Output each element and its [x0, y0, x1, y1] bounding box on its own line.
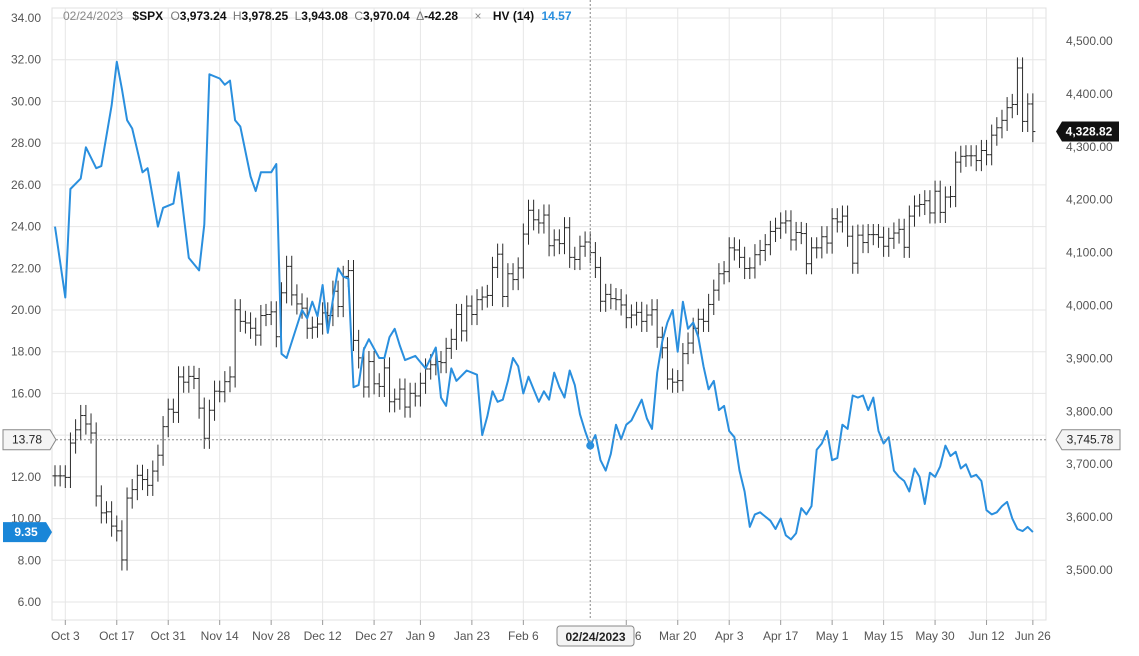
x-axis-tick: Nov 14	[201, 629, 239, 643]
legend-high-key: H	[232, 9, 242, 23]
legend-change: -42.28	[424, 9, 459, 23]
right-axis-tick: 4,100.00	[1066, 246, 1113, 260]
x-axis-tick: Apr 17	[763, 629, 799, 643]
legend-symbol: $SPX	[132, 9, 164, 23]
left-axis-tick: 6.00	[18, 595, 42, 609]
left-axis-tick: 8.00	[18, 553, 42, 567]
right-axis-tick: 4,000.00	[1066, 299, 1113, 313]
right-axis-tick: 4,300.00	[1066, 140, 1113, 154]
legend-close-key: C	[354, 9, 363, 23]
right-axis-tick: 4,400.00	[1066, 87, 1113, 101]
x-axis-tick: Feb 6	[508, 629, 539, 643]
remove-study-icon[interactable]: ×	[474, 9, 482, 23]
left-axis-tick: 16.00	[11, 386, 41, 400]
x-axis-tick: May 30	[915, 629, 955, 643]
legend-high: 3,978.25	[241, 9, 289, 23]
last-hv-label: 9.35	[14, 525, 38, 539]
crosshair-left-tag	[2, 429, 57, 451]
last-hv-tag	[3, 522, 52, 543]
right-axis-tick: 3,700.00	[1066, 457, 1113, 471]
chart-legend: 02/24/2023 $SPX O3,973.24 H3,978.25 L3,9…	[63, 9, 572, 23]
left-axis-tick: 10.00	[11, 512, 41, 526]
last-price-tag	[1056, 121, 1119, 142]
x-axis-tick: Oct 31	[151, 629, 187, 643]
legend-hv-value: 14.57	[541, 9, 572, 23]
x-axis-tick: Oct 3	[51, 629, 80, 643]
right-axis-tick: 3,500.00	[1066, 563, 1113, 577]
right-axis-tick: 4,200.00	[1066, 193, 1113, 207]
legend-date: 02/24/2023	[63, 9, 124, 23]
x-axis-tick: Dec 12	[304, 629, 342, 643]
right-axis-tick: 3,800.00	[1066, 404, 1113, 418]
x-axis-tick: Oct 17	[99, 629, 135, 643]
last-price-label: 4,328.82	[1066, 125, 1113, 139]
left-axis-tick: 30.00	[11, 94, 41, 108]
x-axis-tick: Jan 9	[406, 629, 436, 643]
hv-series-line	[54, 60, 1034, 541]
left-axis-tick: 26.00	[11, 178, 41, 192]
left-axis-tick: 34.00	[11, 11, 41, 25]
x-axis-tick: Nov 28	[252, 629, 290, 643]
x-axis-tick: Jun 26	[1015, 629, 1051, 643]
left-axis-tick: 32.00	[11, 53, 41, 67]
x-axis-tick: Jun 12	[969, 629, 1005, 643]
crosshair-left-label: 13.78	[12, 433, 42, 447]
legend-low-key: L	[294, 9, 302, 23]
left-axis-tick: 22.00	[11, 261, 41, 275]
x-axis-tick: Apr 3	[715, 629, 744, 643]
right-axis-tick: 4,500.00	[1066, 34, 1113, 48]
crosshair-date-tag	[556, 625, 635, 647]
left-axis-tick: 12.00	[11, 470, 41, 484]
legend-hv-label: HV (14)	[492, 9, 535, 23]
left-axis-tick: 24.00	[11, 220, 41, 234]
x-axis-tick: May 1	[816, 629, 849, 643]
x-axis-tick: Mar 20	[659, 629, 697, 643]
legend-change-key: Δ	[416, 9, 425, 23]
x-axis-tick: Jan 23	[454, 629, 490, 643]
hv-hover-dot	[586, 441, 595, 450]
right-axis-tick: 3,900.00	[1066, 351, 1113, 365]
crosshair-right-tag	[1055, 429, 1121, 451]
right-axis-tick: 3,600.00	[1066, 510, 1113, 524]
left-axis-tick: 28.00	[11, 136, 41, 150]
x-axis-tick: May 15	[864, 629, 904, 643]
plot-frame	[51, 7, 1047, 621]
legend-low: 3,943.08	[301, 9, 348, 23]
x-axis-tick: Dec 27	[355, 629, 393, 643]
legend-close: 3,970.04	[363, 9, 410, 23]
crosshair-right-label: 3,745.78	[1067, 433, 1114, 447]
legend-open-key: O	[170, 9, 180, 23]
legend-open: 3,973.24	[179, 9, 227, 23]
left-axis-tick: 20.00	[11, 303, 41, 317]
left-axis-tick: 18.00	[11, 345, 41, 359]
crosshair-date-label: 02/24/2023	[565, 630, 625, 644]
